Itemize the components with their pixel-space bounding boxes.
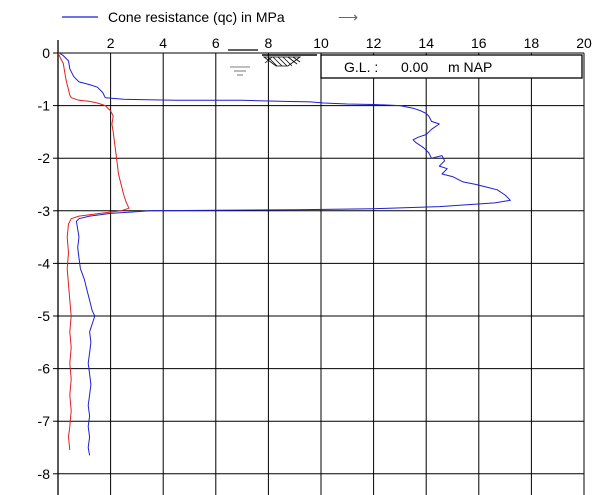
y-tick-label: -2 — [38, 150, 51, 166]
x-tick-label: 12 — [366, 35, 382, 51]
ground-level-unit: m NAP — [448, 59, 492, 75]
y-tick-label: -5 — [38, 308, 51, 324]
x-tick-label: 6 — [212, 35, 220, 51]
ground-level-value: 0.00 — [401, 59, 428, 75]
y-tick-label: -4 — [38, 255, 51, 271]
x-tick-label: 16 — [471, 35, 487, 51]
y-tick-label: -7 — [38, 413, 51, 429]
series-layer — [57, 52, 511, 456]
y-tick-label: -6 — [38, 361, 51, 377]
series-line-1 — [59, 52, 511, 456]
x-tick-label: 14 — [418, 35, 434, 51]
series-line-2 — [57, 52, 130, 451]
x-tick-label: 20 — [576, 35, 592, 51]
ground-level-box: G.L. : 0.00 m NAP — [320, 54, 583, 79]
legend-label: Cone resistance (qc) in MPa — [108, 9, 285, 25]
legend-arrow-icon: ⟶ — [338, 9, 358, 25]
y-tick-label: -8 — [38, 466, 51, 482]
legend: Cone resistance (qc) in MPa ⟶ — [62, 9, 358, 25]
axis-labels: 2 4 6 8 10 12 14 16 18 20 0 -1 -2 -3 -4 -5 -6 -7 -8 — [38, 35, 592, 482]
x-tick-label: 8 — [265, 35, 273, 51]
x-tick-label: 10 — [313, 35, 329, 51]
y-tick-label: -1 — [38, 98, 51, 114]
x-tick-label: 18 — [524, 35, 540, 51]
x-tick-label: 4 — [159, 35, 167, 51]
y-tick-label: -3 — [38, 203, 51, 219]
ground-level-frame — [320, 54, 583, 79]
water-table-icon — [228, 49, 258, 76]
y-tick-label: 0 — [42, 45, 50, 61]
x-tick-label: 2 — [107, 35, 115, 51]
ground-hatch-icon — [262, 54, 317, 67]
ground-level-label: G.L. : — [344, 59, 378, 75]
